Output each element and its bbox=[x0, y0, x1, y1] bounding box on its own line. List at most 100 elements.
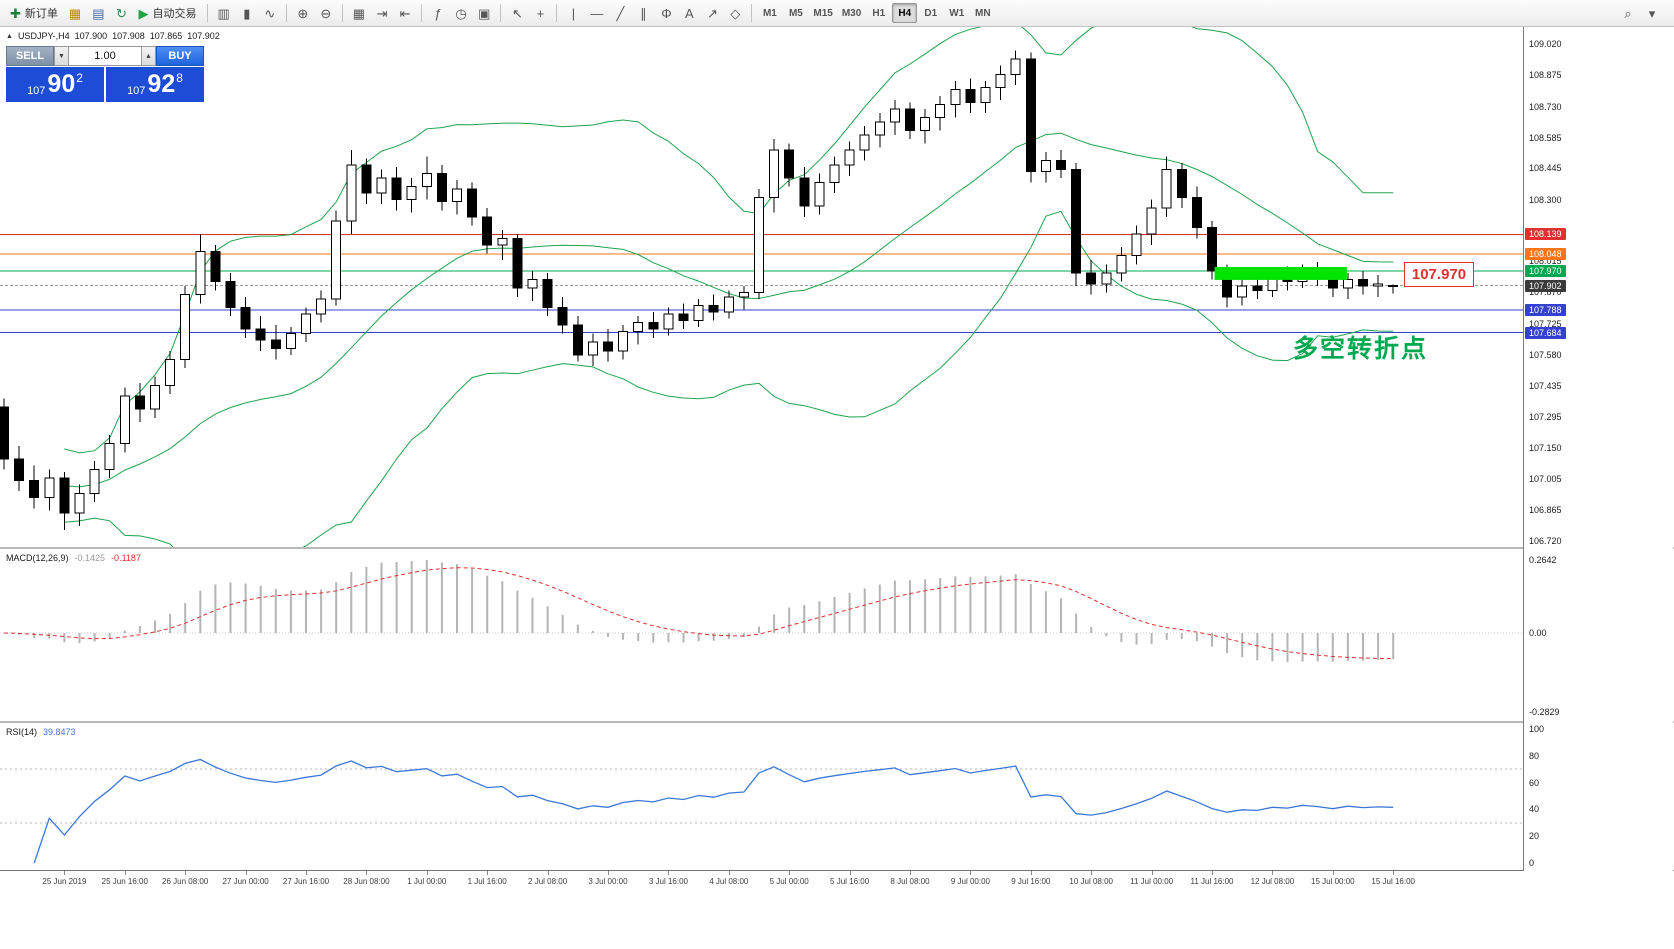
time-tick bbox=[608, 871, 609, 875]
quick-help-button[interactable]: ▾ bbox=[1641, 2, 1663, 24]
price-tick: 108.445 bbox=[1529, 163, 1562, 174]
price-axis-border bbox=[1523, 27, 1524, 871]
line-chart-mode-icon: ∿ bbox=[264, 5, 276, 21]
sell-price-button[interactable]: 107 90 2 bbox=[6, 67, 104, 102]
rsi-scale-tick: 20 bbox=[1529, 831, 1540, 842]
timeframe-m30[interactable]: M30 bbox=[841, 7, 862, 19]
timeframe-h1[interactable]: H1 bbox=[872, 7, 886, 19]
refresh-button[interactable]: ↻ bbox=[111, 2, 133, 24]
time-label: 1 Jul 16:00 bbox=[467, 877, 507, 886]
volume-input[interactable] bbox=[69, 46, 141, 66]
macd-panel-canvas[interactable] bbox=[0, 549, 1523, 722]
chart-window-button[interactable]: ▦ bbox=[64, 2, 86, 24]
price-axis[interactable]: 109.020 108.875 108.730 108.585 108.445 108.3… bbox=[1524, 27, 1673, 895]
shapes-tool-button[interactable]: ◇ bbox=[724, 2, 746, 24]
time-label: 1 Jul 00:00 bbox=[407, 877, 447, 886]
time-tick bbox=[306, 871, 307, 875]
bar-chart-mode-icon: ▥ bbox=[217, 5, 230, 21]
auto-scroll-button[interactable]: ⇥ bbox=[371, 2, 393, 24]
ohlc-high: 107.908 bbox=[112, 31, 145, 41]
time-label: 11 Jul 16:00 bbox=[1190, 877, 1234, 886]
zoom-out-button[interactable]: ⊖ bbox=[315, 2, 337, 24]
timeframe-m1[interactable]: M1 bbox=[762, 7, 777, 19]
templates-button[interactable]: ▣ bbox=[473, 2, 495, 24]
buy-price-button[interactable]: 107 92 8 bbox=[106, 67, 204, 102]
channel-tool-icon: ∥ bbox=[640, 5, 647, 21]
trendline-tool-button[interactable]: ╱ bbox=[609, 2, 631, 24]
text-tool-button[interactable]: A bbox=[678, 2, 700, 24]
tile-windows-icon: ▦ bbox=[352, 5, 366, 21]
time-tick bbox=[970, 871, 972, 875]
volume-increase-button[interactable]: ▲ bbox=[141, 46, 156, 66]
shapes-tool-icon: ◇ bbox=[730, 5, 741, 21]
timeframe-mn[interactable]: MN bbox=[975, 7, 991, 19]
period-presets-button[interactable]: ◷ bbox=[450, 2, 472, 24]
sell-button[interactable]: SELL bbox=[6, 46, 54, 66]
horizontal-line-tool-button[interactable]: — bbox=[585, 2, 608, 24]
channel-tool-button[interactable]: ∥ bbox=[632, 2, 654, 24]
toolbar-separator bbox=[285, 4, 287, 22]
turning-point-note[interactable]: 多空转折点 bbox=[1293, 335, 1429, 363]
timeframe-d1[interactable]: D1 bbox=[924, 7, 938, 19]
chart-shift-button[interactable]: ⇤ bbox=[394, 2, 416, 24]
timeframe-w1[interactable]: W1 bbox=[949, 7, 965, 19]
zoom-in-button[interactable]: ⊕ bbox=[292, 2, 314, 24]
macd-main-value: -0.1425 bbox=[74, 553, 106, 563]
timeframe-h4[interactable]: H4 bbox=[892, 3, 918, 23]
main-chart-canvas[interactable] bbox=[0, 27, 1523, 548]
time-tick bbox=[487, 871, 489, 875]
time-tick bbox=[849, 871, 851, 875]
line-chart-mode-button[interactable]: ∿ bbox=[259, 2, 281, 24]
zoom-out-icon: ⊖ bbox=[320, 5, 332, 21]
vertical-line-tool-button[interactable]: | bbox=[562, 2, 584, 24]
rsi-panel-canvas[interactable] bbox=[0, 723, 1523, 870]
autotrading-button[interactable]: ▶ 自动交易 bbox=[134, 2, 202, 24]
crosshair-tool-icon: + bbox=[536, 5, 545, 21]
rsi-scale-tick: 100 bbox=[1529, 724, 1545, 734]
time-label: 10 Jul 08:00 bbox=[1069, 877, 1113, 886]
rsi-scale-tick: 80 bbox=[1529, 750, 1540, 761]
toolbar-separator bbox=[500, 4, 502, 22]
search-button[interactable]: ⌕ bbox=[1617, 2, 1639, 24]
period-presets-icon: ◷ bbox=[455, 5, 467, 21]
candlestick-mode-button[interactable]: ▮ bbox=[236, 2, 258, 24]
time-tick bbox=[185, 871, 187, 875]
new-order-button[interactable]: ✚ 新订单 bbox=[5, 2, 63, 24]
macd-scale-max: 0.2642 bbox=[1529, 555, 1557, 565]
time-axis[interactable]: 25 Jun 2019 25 Jun 16:00 26 Jun 08:00 27 Ju… bbox=[0, 871, 1674, 897]
separator-time-axis bbox=[0, 870, 1674, 871]
time-label: 27 Jun 00:00 bbox=[222, 877, 269, 886]
fibonacci-tool-icon: Φ bbox=[661, 5, 672, 21]
separator-main-macd[interactable] bbox=[0, 547, 1674, 549]
tile-windows-button[interactable]: ▦ bbox=[348, 2, 370, 24]
time-label: 25 Jun 16:00 bbox=[101, 877, 148, 886]
buy-price-big: 92 bbox=[147, 70, 176, 98]
time-label: 5 Jul 00:00 bbox=[769, 877, 809, 886]
bar-chart-mode-button[interactable]: ▥ bbox=[213, 2, 235, 24]
rsi-scale-tick: 40 bbox=[1529, 804, 1540, 815]
time-tick bbox=[1030, 871, 1032, 875]
rsi-value: 39.8473 bbox=[43, 727, 76, 737]
indicators-button[interactable]: ƒ bbox=[427, 2, 449, 24]
buy-button[interactable]: BUY bbox=[156, 46, 204, 66]
separator-macd-rsi[interactable] bbox=[0, 721, 1674, 723]
profiles-button[interactable]: ▤ bbox=[87, 2, 109, 24]
price-tick: 108.300 bbox=[1529, 194, 1562, 205]
price-tag-107970[interactable]: 107.970 bbox=[1404, 262, 1474, 287]
sell-price-prefix: 107 bbox=[27, 85, 46, 97]
crosshair-tool-button[interactable]: + bbox=[529, 2, 551, 24]
time-tick bbox=[64, 871, 66, 875]
zoom-in-icon: ⊕ bbox=[297, 5, 309, 21]
macd-signal-value: -0.1187 bbox=[111, 553, 141, 563]
timeframe-m15[interactable]: M15 bbox=[813, 7, 833, 19]
price-level-label: 107.970 bbox=[1525, 264, 1566, 277]
time-tick bbox=[668, 871, 670, 875]
time-label: 3 Jul 00:00 bbox=[588, 877, 628, 886]
fibonacci-tool-button[interactable]: Φ bbox=[655, 2, 677, 24]
timeframe-m5[interactable]: M5 bbox=[788, 7, 803, 19]
arrow-tool-button[interactable]: ↗ bbox=[701, 2, 723, 24]
volume-decrease-button[interactable]: ▼ bbox=[54, 46, 69, 66]
time-tick bbox=[547, 871, 549, 875]
cursor-tool-button[interactable]: ↖ bbox=[506, 2, 528, 24]
time-label: 25 Jun 2019 bbox=[42, 877, 87, 886]
